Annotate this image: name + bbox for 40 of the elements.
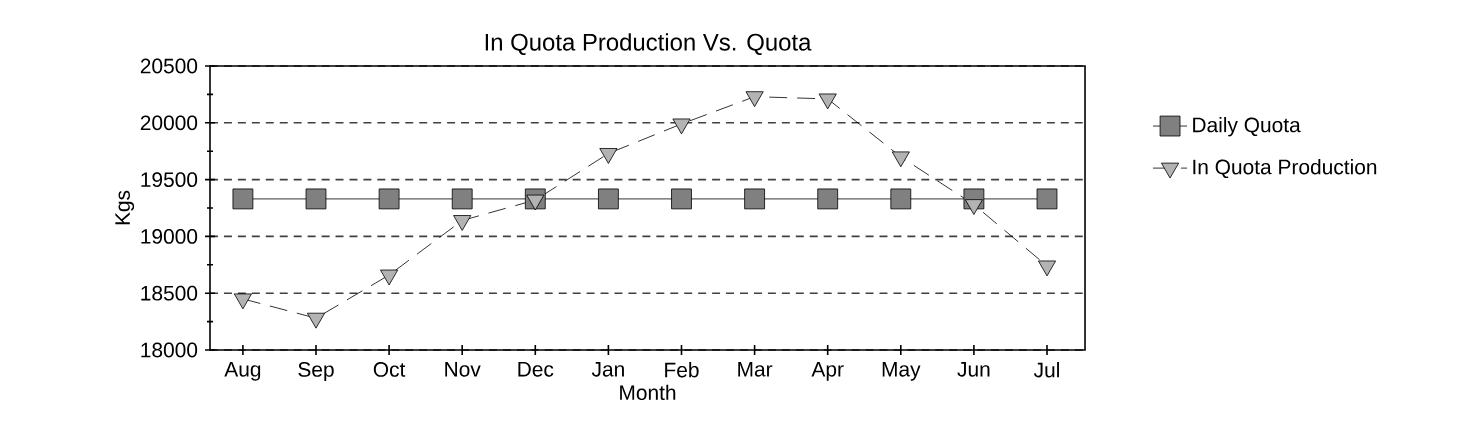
y-tick-label: 19000 bbox=[141, 229, 198, 244]
x-tick-label: May bbox=[882, 362, 921, 381]
y-tick-label: 18500 bbox=[141, 285, 198, 301]
point bbox=[526, 194, 545, 211]
point bbox=[453, 215, 472, 231]
x-tick-label: Dec bbox=[518, 362, 554, 377]
x-tick-label: Jan bbox=[591, 362, 624, 377]
legend-label: Daily Quota bbox=[1193, 116, 1301, 137]
point bbox=[305, 188, 327, 210]
x-tick-label: Sep bbox=[298, 362, 334, 381]
point bbox=[306, 312, 326, 329]
x-tick-label: Jul bbox=[1033, 362, 1059, 378]
y-axis-title: Kgs bbox=[115, 190, 135, 225]
x-tick-label: Jun bbox=[957, 362, 990, 377]
x-tick-label: Aug bbox=[224, 362, 261, 381]
y-tick-label: 20500 bbox=[140, 58, 198, 74]
x-tick-label: Apr bbox=[811, 362, 844, 381]
x-tick-label: Nov bbox=[445, 362, 481, 377]
point bbox=[1037, 260, 1057, 277]
y-tick-label: 18000 bbox=[141, 342, 198, 358]
y-tick-label: 20000 bbox=[140, 115, 198, 131]
x-tick-label: Oct bbox=[373, 362, 406, 377]
point bbox=[890, 188, 912, 210]
point bbox=[964, 199, 983, 215]
point bbox=[233, 293, 252, 310]
legend-label: In Quota Production bbox=[1193, 159, 1377, 179]
point bbox=[817, 188, 839, 210]
y-tick-label: 19500 bbox=[141, 172, 198, 188]
point bbox=[598, 188, 619, 210]
point bbox=[671, 188, 692, 210]
x-tick-label: Feb bbox=[665, 362, 699, 378]
point bbox=[744, 188, 765, 210]
point bbox=[380, 269, 399, 286]
point bbox=[1036, 188, 1058, 210]
point bbox=[232, 188, 254, 210]
point bbox=[378, 188, 400, 210]
chart-title: In Quota Production Vs. Quota bbox=[485, 33, 812, 55]
point bbox=[451, 188, 473, 210]
x-axis-title: Month bbox=[620, 384, 676, 401]
x-tick-label: Mar bbox=[738, 362, 773, 377]
